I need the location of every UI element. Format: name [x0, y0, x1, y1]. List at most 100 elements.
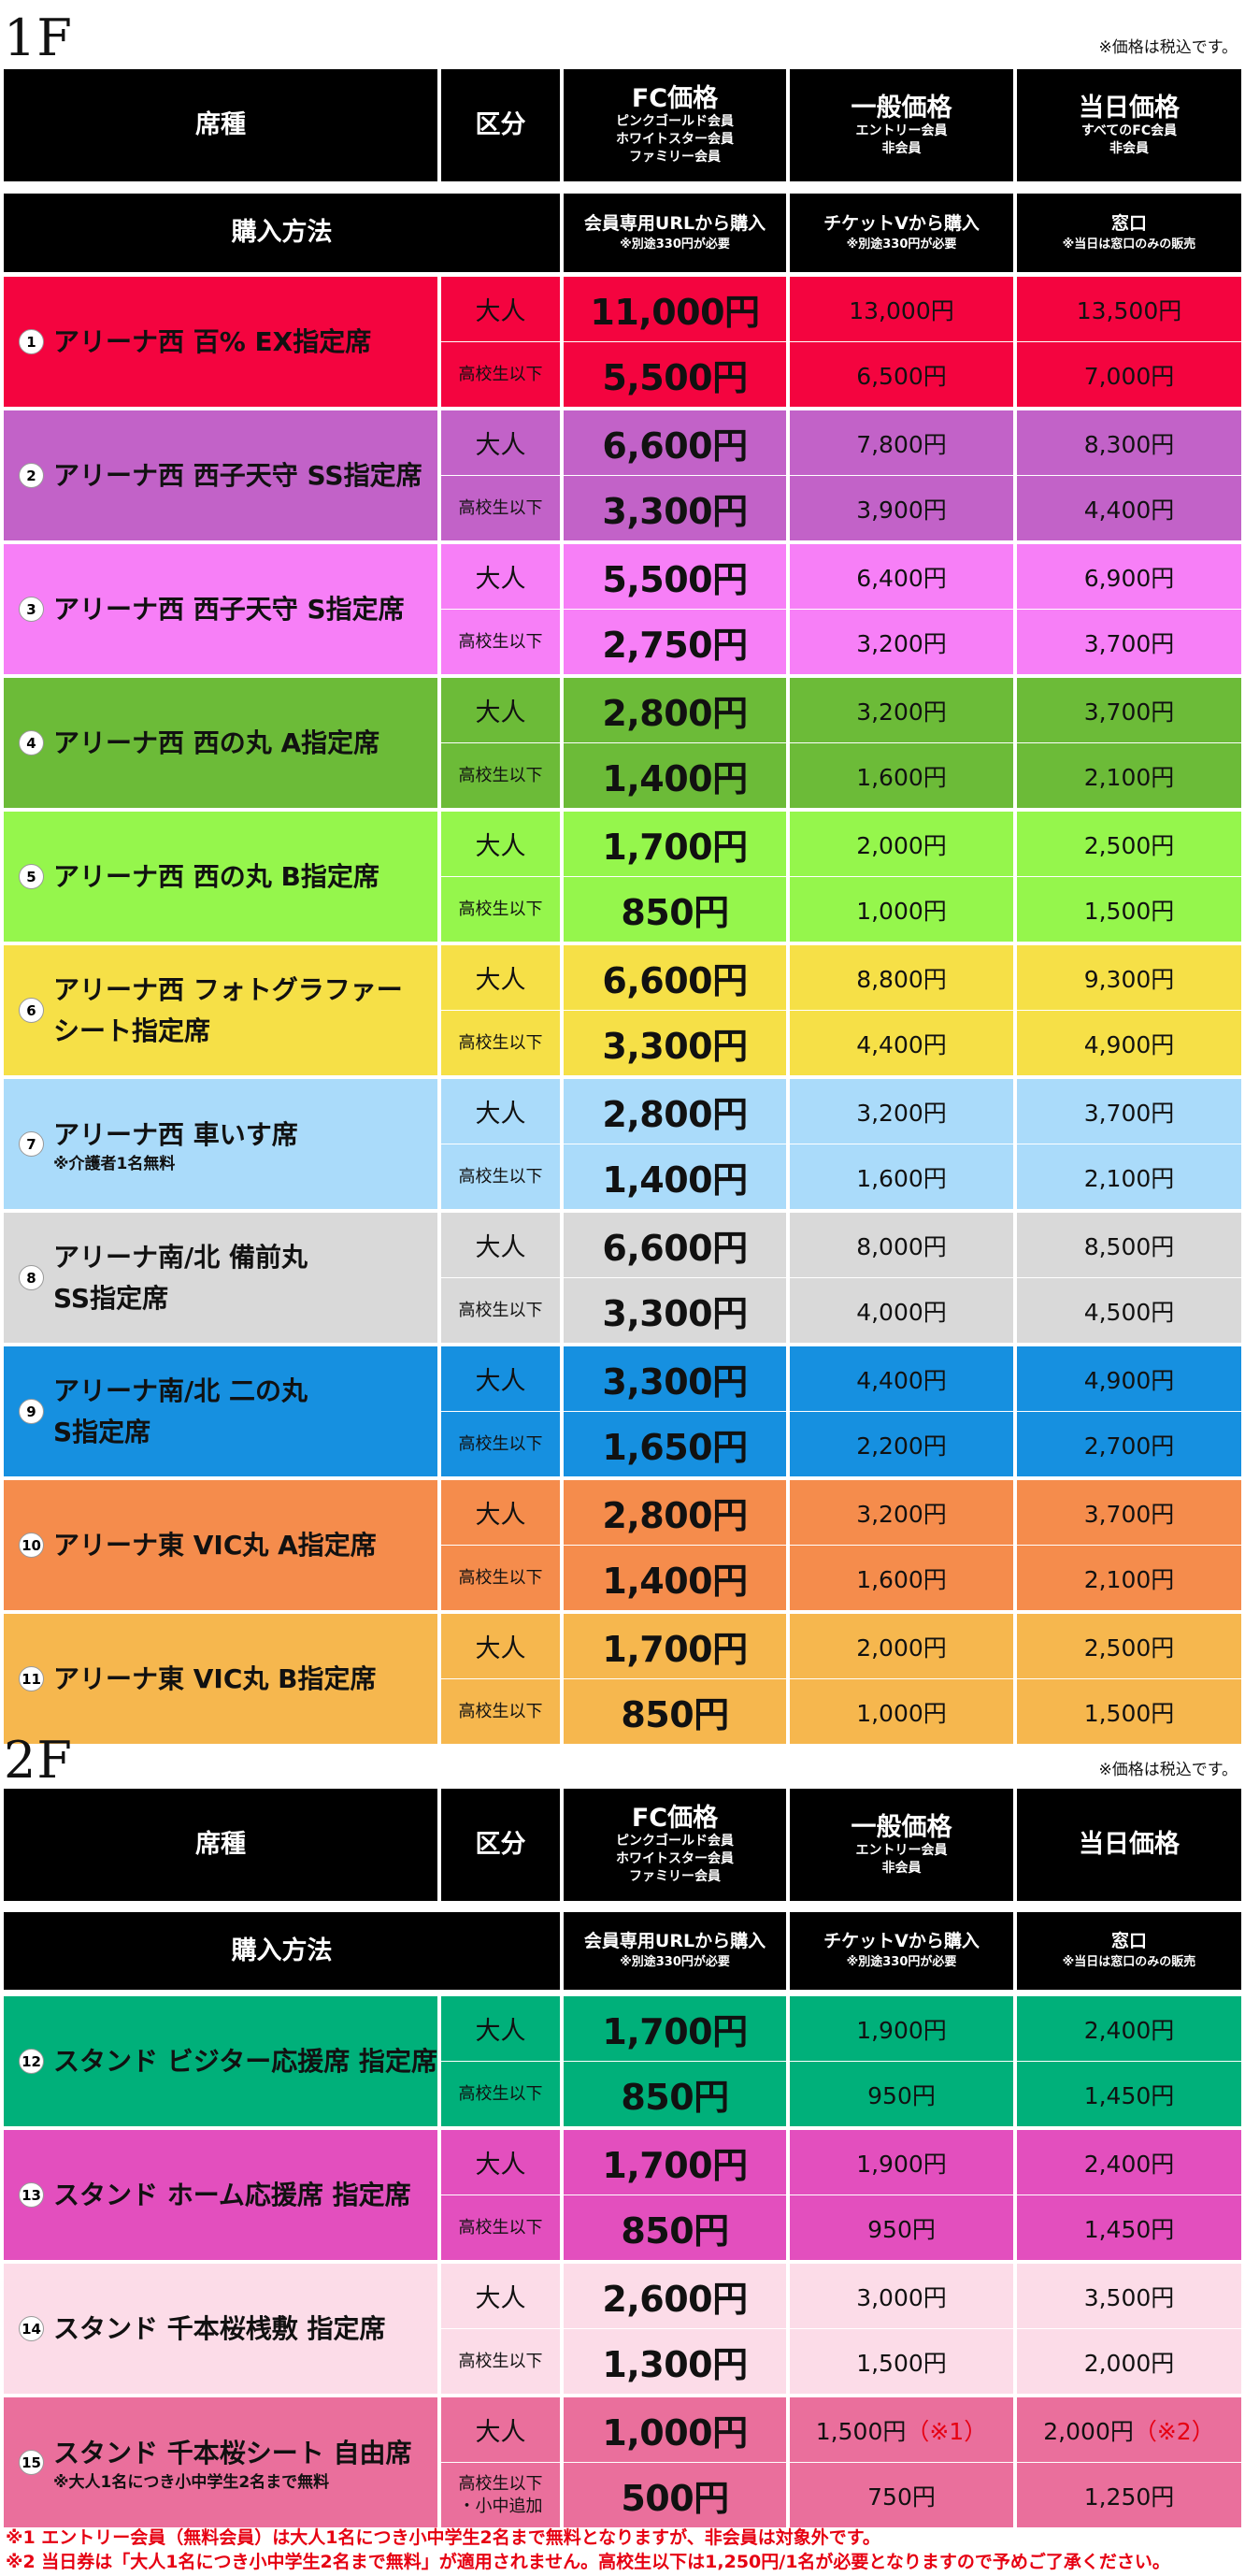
day-price-value: 9,300円: [1083, 965, 1175, 993]
fc-price: 1,700円: [564, 1996, 786, 2061]
seat-number-badge: 11: [19, 1666, 44, 1691]
general-price: 3,900円: [790, 476, 1013, 540]
purchase-fc-note: ※別途330円が必要: [620, 237, 730, 252]
seat-name-cell: 6 アリーナ西 フォトグラファー シート指定席: [4, 945, 437, 1075]
seat-name: スタンド 千本桜シート 自由席: [53, 2437, 412, 2468]
seat-name: スタンド ビジター応援席 指定席: [53, 2045, 437, 2077]
day-price-value: 13,500円: [1076, 296, 1182, 324]
seat-number-badge: 14: [19, 2316, 44, 2341]
header-fc-price: FC価格 ピンクゴールド会員 ホワイトスター会員 ファミリー会員: [564, 1789, 786, 1901]
general-price: 1,500円 （※1）: [790, 2397, 1013, 2462]
header-category: 区分: [441, 69, 560, 181]
category-youth: 高校生以下: [441, 2195, 560, 2260]
fc-price: 1,700円: [564, 1614, 786, 1678]
seat-name: アリーナ西 車いす席: [53, 1118, 298, 1150]
fc-price: 1,400円: [564, 743, 786, 808]
general-price-value: 1,600円: [856, 1164, 947, 1192]
day-price: 4,900円: [1017, 1011, 1241, 1075]
day-price-value: 2,500円: [1083, 1633, 1175, 1662]
day-price: 4,900円: [1017, 1346, 1241, 1411]
general-price-value: 3,200円: [856, 698, 947, 726]
seat-number-badge: 6: [19, 998, 44, 1023]
day-price: 2,000円 （※2）: [1017, 2397, 1241, 2462]
general-price-value: 7,800円: [856, 430, 947, 458]
fc-price-value: 6,600円: [602, 425, 748, 467]
general-price-value: 2,000円: [856, 831, 947, 859]
seat-name-wrap: スタンド 千本桜桟敷 指定席: [53, 2309, 386, 2349]
day-price: 2,100円: [1017, 743, 1241, 808]
day-price-value: 1,500円: [1083, 1699, 1175, 1727]
general-price-value: 3,200円: [856, 1500, 947, 1528]
general-price-value: 4,000円: [856, 1298, 947, 1326]
fc-price-value: 2,750円: [602, 625, 748, 666]
seat-name: アリーナ南/北 二の丸 S指定席: [53, 1375, 308, 1447]
category-youth: 高校生以下: [441, 877, 560, 942]
general-price-value: 1,500円: [815, 2417, 907, 2445]
seat-name-cell: 5 アリーナ西 西の丸 B指定席: [4, 812, 437, 942]
general-price: 1,600円: [790, 1546, 1013, 1610]
header-general-price-sub: 非会員: [881, 140, 922, 156]
fc-price-value: 1,400円: [602, 1561, 748, 1602]
tax-note: ※価格は税込です。: [1098, 1761, 1238, 1779]
seat-note: ※介護者1名無料: [53, 1155, 176, 1173]
fc-price-value: 1,700円: [602, 2011, 748, 2052]
seat-name: アリーナ南/北 備前丸 SS指定席: [53, 1242, 308, 1314]
fc-price: 850円: [564, 2062, 786, 2126]
seat-name-cell: 13 スタンド ホーム応援席 指定席: [4, 2130, 437, 2260]
seat-number-badge: 15: [19, 2450, 44, 2475]
fc-price-value: 3,300円: [602, 1293, 748, 1334]
seat-name-cell: 12 スタンド ビジター応援席 指定席: [4, 1996, 437, 2126]
fc-price: 2,600円: [564, 2264, 786, 2328]
seat-name: アリーナ西 フォトグラファー シート指定席: [53, 974, 403, 1046]
purchase-day: 窓口 ※当日は窓口のみの販売: [1017, 194, 1241, 272]
purchase-method-text: 購入方法: [231, 1936, 333, 1965]
category-youth: 高校生以下: [441, 1546, 560, 1610]
day-price-value: 3,700円: [1083, 1099, 1175, 1127]
fc-price-value: 1,400円: [602, 1159, 748, 1201]
day-price: 6,900円: [1017, 544, 1241, 609]
purchase-day-main: 窓口: [1110, 212, 1147, 234]
header-fc-price-sub: ファミリー会員: [629, 149, 721, 165]
day-price-value: 2,100円: [1083, 763, 1175, 791]
header-general-price: 一般価格 エントリー会員 非会員: [790, 69, 1013, 181]
general-price-value: 2,000円: [856, 1633, 947, 1662]
header-fc-price-title: FC価格: [631, 84, 719, 114]
day-price-value: 4,900円: [1083, 1366, 1175, 1394]
fc-price-value: 3,300円: [602, 491, 748, 532]
seat-name-cell: 3 アリーナ西 西子天守 S指定席: [4, 544, 437, 674]
fc-price-value: 1,700円: [602, 1629, 748, 1670]
day-price-value: 2,400円: [1083, 2150, 1175, 2178]
day-price-value: 3,700円: [1083, 698, 1175, 726]
day-price-value: 4,500円: [1083, 1298, 1175, 1326]
day-price: 2,500円: [1017, 812, 1241, 876]
general-price-value: 1,900円: [856, 2016, 947, 2044]
category-adult: 大人: [441, 1079, 560, 1144]
header-general-price-sub: エントリー会員: [855, 1842, 948, 1858]
day-price: 1,500円: [1017, 877, 1241, 942]
footnote-1: ※1 エントリー会員（無料会員）は大人1名につき小中学生2名まで無料となりますが…: [6, 2527, 880, 2548]
seat-name-wrap: アリーナ西 西の丸 B指定席: [53, 856, 379, 897]
category-youth: 高校生以下 ・小中追加: [441, 2463, 560, 2527]
day-price: 1,450円: [1017, 2062, 1241, 2126]
fc-price: 2,800円: [564, 1480, 786, 1545]
fc-price: 1,400円: [564, 1546, 786, 1610]
purchase-day-main: 窓口: [1110, 1931, 1147, 1952]
general-price-value: 3,200円: [856, 629, 947, 657]
seat-name: アリーナ東 VIC丸 A指定席: [53, 1529, 377, 1561]
floor-label: 2F: [4, 1731, 73, 1790]
header-day-price: 当日価格: [1017, 1789, 1241, 1901]
fc-price: 1,300円: [564, 2329, 786, 2394]
fc-price: 5,500円: [564, 342, 786, 407]
fc-price: 2,800円: [564, 678, 786, 742]
seat-name: アリーナ西 百% EX指定席: [53, 325, 372, 357]
fc-price: 850円: [564, 1679, 786, 1744]
day-price-value: 3,700円: [1083, 629, 1175, 657]
category-adult: 大人: [441, 945, 560, 1010]
purchase-general: チケットVから購入 ※別途330円が必要: [790, 194, 1013, 272]
fc-price: 1,400円: [564, 1144, 786, 1209]
category-youth: 高校生以下: [441, 1144, 560, 1209]
fc-price-value: 1,700円: [602, 2145, 748, 2186]
fc-price-value: 850円: [621, 2077, 729, 2118]
fc-price: 6,600円: [564, 1213, 786, 1277]
purchase-fc: 会員専用URLから購入 ※別途330円が必要: [564, 1912, 786, 1990]
